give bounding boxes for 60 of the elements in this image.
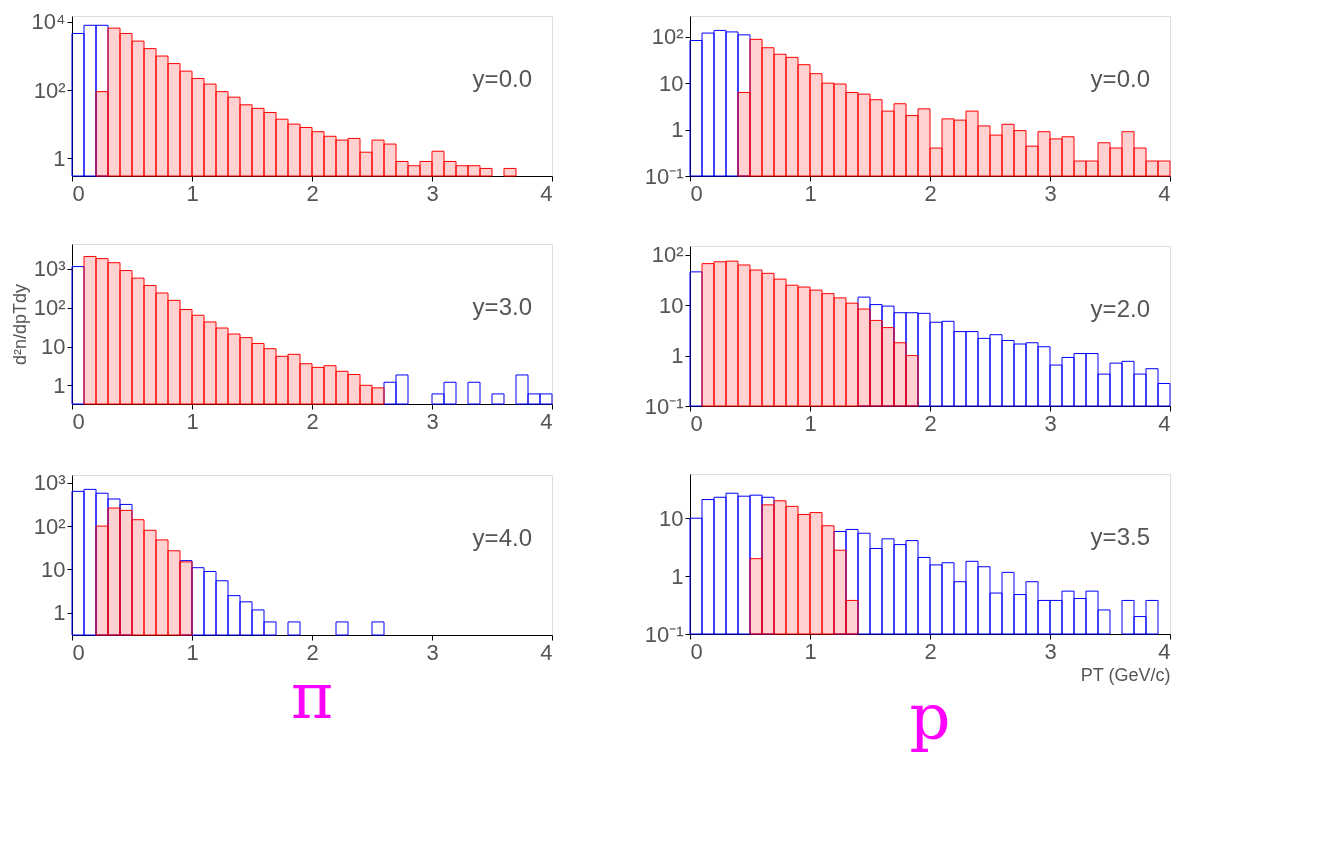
x-tick-label: 4 <box>1158 180 1171 206</box>
y-tick-label: 1 <box>53 600 66 626</box>
y-tick-label: 10⁻¹ <box>644 163 684 189</box>
x-tick-label: 3 <box>426 180 439 206</box>
y-tick-label: 10³ <box>33 470 66 496</box>
x-axis-title: PT (GeV/c) <box>1080 664 1171 685</box>
x-tick-label: 2 <box>306 180 319 206</box>
x-tick-label: 1 <box>186 180 199 206</box>
x-tick-label: 3 <box>426 408 439 434</box>
annotation: y=2.0 <box>1090 295 1150 322</box>
y-axis-title: d²n/dpTdy <box>9 283 30 366</box>
x-tick-label: 1 <box>804 638 817 664</box>
x-tick-label: 0 <box>690 410 703 436</box>
x-tick-label: 1 <box>804 410 817 436</box>
text: p <box>909 680 951 754</box>
x-tick-label: 3 <box>1044 410 1057 436</box>
x-tick-label: 3 <box>1044 180 1057 206</box>
x-tick-label: 0 <box>72 639 85 665</box>
x-tick-label: 4 <box>1158 410 1171 436</box>
y-tick-label: 1 <box>671 343 684 369</box>
x-tick-label: 2 <box>924 638 937 664</box>
y-tick-label: 1 <box>53 145 66 171</box>
x-tick-label: 4 <box>540 408 553 434</box>
y-tick-label: 1 <box>53 372 66 398</box>
y-tick-label: 10 <box>659 70 684 96</box>
x-tick-label: 1 <box>186 639 199 665</box>
y-tick-label: 10² <box>651 24 684 50</box>
x-tick-label: 0 <box>72 180 85 206</box>
y-tick-label: 1 <box>671 117 684 143</box>
y-tick-label: 10 <box>659 505 684 531</box>
annotation: y=3.5 <box>1090 523 1150 550</box>
x-tick-label: 0 <box>72 408 85 434</box>
annotation: y=0.0 <box>472 65 532 92</box>
y-tick-label: 10 <box>41 334 66 360</box>
x-tick-label: 4 <box>540 639 553 665</box>
y-tick-label: 10⁻¹ <box>644 393 684 419</box>
y-tick-label: 1 <box>671 563 684 589</box>
y-tick-label: 10³ <box>33 256 66 282</box>
x-tick-label: 0 <box>690 180 703 206</box>
x-tick-label: 3 <box>1044 638 1057 664</box>
x-tick-label: 2 <box>924 410 937 436</box>
y-tick-label: 10² <box>33 77 66 103</box>
annotation: y=0.0 <box>1090 65 1150 92</box>
x-tick-label: 1 <box>804 180 817 206</box>
x-tick-label: 4 <box>1158 638 1171 664</box>
y-tick-label: 10 <box>41 556 66 582</box>
annotation: y=4.0 <box>472 524 532 551</box>
annotation: y=3.0 <box>472 293 532 320</box>
x-tick-label: 2 <box>924 180 937 206</box>
x-tick-label: 0 <box>690 638 703 664</box>
y-tick-label: 10² <box>651 242 684 268</box>
x-tick-label: 1 <box>186 408 199 434</box>
y-tick-label: 10 <box>659 292 684 318</box>
x-tick-label: 2 <box>306 408 319 434</box>
x-tick-label: 4 <box>540 180 553 206</box>
y-tick-label: 10⁻¹ <box>644 621 684 647</box>
y-tick-label: 10² <box>33 513 66 539</box>
x-tick-label: 3 <box>426 639 439 665</box>
y-tick-label: 10⁴ <box>31 9 66 35</box>
y-tick-label: 10² <box>33 295 66 321</box>
